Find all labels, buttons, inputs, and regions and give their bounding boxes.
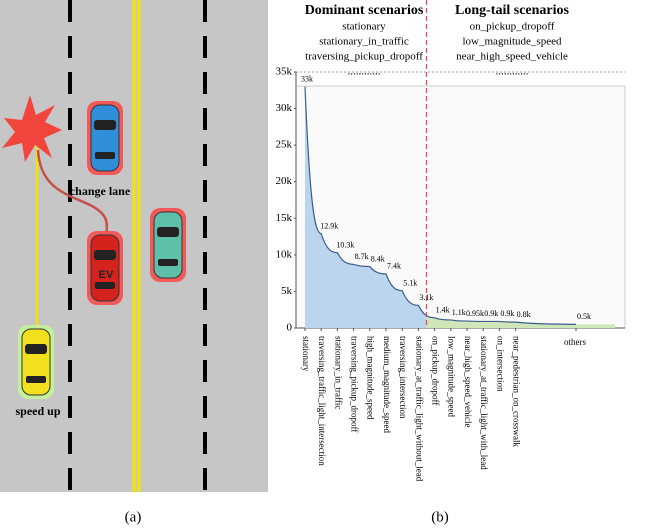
caption: (b) — [431, 509, 449, 525]
y-tick-label: 5k — [281, 285, 293, 297]
value-label: 0.5k — [577, 312, 591, 321]
x-tick-label: stationary — [301, 336, 311, 372]
label: EV — [99, 269, 114, 281]
group-item: stationary_in_traffic — [319, 36, 409, 48]
car-window — [95, 152, 115, 159]
group-item: low_magnitude_speed — [463, 36, 562, 48]
x-tick-label: traversing_intersection — [398, 336, 408, 419]
value-label: 12.9k — [320, 221, 338, 230]
value-label: 0.95k — [466, 309, 484, 318]
x-tick-label: on_intersection — [495, 336, 505, 392]
y-tick-label: 35k — [276, 66, 293, 78]
value-label: 1.1k — [452, 308, 466, 317]
car-window — [157, 227, 179, 237]
group-item: ............ — [348, 66, 381, 78]
value-label: 10.3k — [336, 240, 354, 249]
trajectory — [36, 149, 109, 241]
value-label: 1.4k — [436, 306, 450, 315]
x-tick-label: low_magnitude_speed — [447, 336, 457, 417]
y-tick-label: 0 — [287, 322, 293, 334]
value-label: 0.9k — [484, 309, 498, 318]
curve — [304, 86, 577, 325]
value-label: 0.8k — [517, 310, 531, 319]
x-tick-label: stationary_at_traffic_light_with_lead — [479, 336, 489, 470]
y-tick-label: 10k — [276, 248, 293, 260]
group-item: stationary — [342, 21, 386, 33]
car-window — [158, 259, 178, 266]
x-tick-label: high_magnitude_speed — [366, 336, 376, 420]
cars — [18, 101, 186, 399]
x-tick-label: others — [564, 337, 586, 347]
car-window — [95, 282, 115, 289]
y-tick-label: 30k — [276, 102, 293, 114]
car-window — [94, 250, 116, 260]
value-label: 8.4k — [371, 254, 385, 263]
area-dominant — [305, 86, 427, 328]
x-tick-label: traversing_pickup_dropoff — [350, 336, 360, 432]
car-body — [153, 211, 183, 279]
label: speed up — [15, 404, 60, 418]
car-window — [26, 376, 46, 383]
car-window — [25, 344, 47, 354]
value-label: 5.1k — [403, 279, 417, 288]
x-tick-label: on_pickup_dropoff — [431, 336, 441, 405]
group-item: on_pickup_dropoff — [470, 21, 555, 33]
x-tick-label: traversing_traffic_light_intersection — [317, 336, 327, 466]
value-label: 8.7k — [355, 252, 369, 261]
label: change lane — [70, 184, 131, 198]
y-tick-label: 20k — [276, 175, 293, 187]
x-tick-label: stationary_in_traffic — [333, 336, 343, 409]
value-label: 3.1k — [419, 293, 433, 302]
group-title: Long-tail scenarios — [455, 3, 569, 18]
chart: 0 5k 10k 15k 20k 25k 30k 35k 33k stationary 12.9k t… — [276, 0, 626, 482]
value-label: 33k — [301, 74, 313, 83]
x-tick-label: stationary_at_traffic_light_without_lead — [414, 336, 424, 482]
value-label: 7.4k — [387, 262, 401, 271]
group-item: ............ — [496, 66, 529, 78]
crash-icon — [2, 95, 62, 162]
caption: (a) — [125, 509, 142, 525]
car-body — [21, 328, 51, 396]
car-window — [94, 120, 116, 130]
group-item: traversing_pickup_dropoff — [305, 51, 423, 63]
group-item: near_high_speed_vehicle — [456, 51, 568, 63]
group-title: Dominant scenarios — [305, 3, 424, 18]
y-tick-label: 25k — [276, 139, 293, 151]
x-tick-label: near_pedestrian_on_crosswalk — [512, 336, 522, 447]
y-tick-label: 15k — [276, 212, 293, 224]
car-body — [90, 104, 120, 172]
value-label: 0.9k — [500, 309, 514, 318]
x-tick-label: near_high_speed_vehicle — [463, 336, 473, 427]
x-tick-label: medium_magnitude_speed — [382, 336, 392, 433]
